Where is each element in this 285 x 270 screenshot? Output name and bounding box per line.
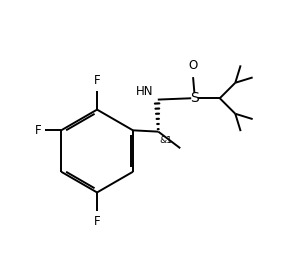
Text: F: F xyxy=(94,215,100,228)
Text: &1: &1 xyxy=(159,136,172,146)
Text: F: F xyxy=(94,74,100,87)
Text: O: O xyxy=(188,59,198,72)
Text: S: S xyxy=(190,91,199,105)
Text: F: F xyxy=(34,124,41,137)
Text: HN: HN xyxy=(136,85,154,98)
